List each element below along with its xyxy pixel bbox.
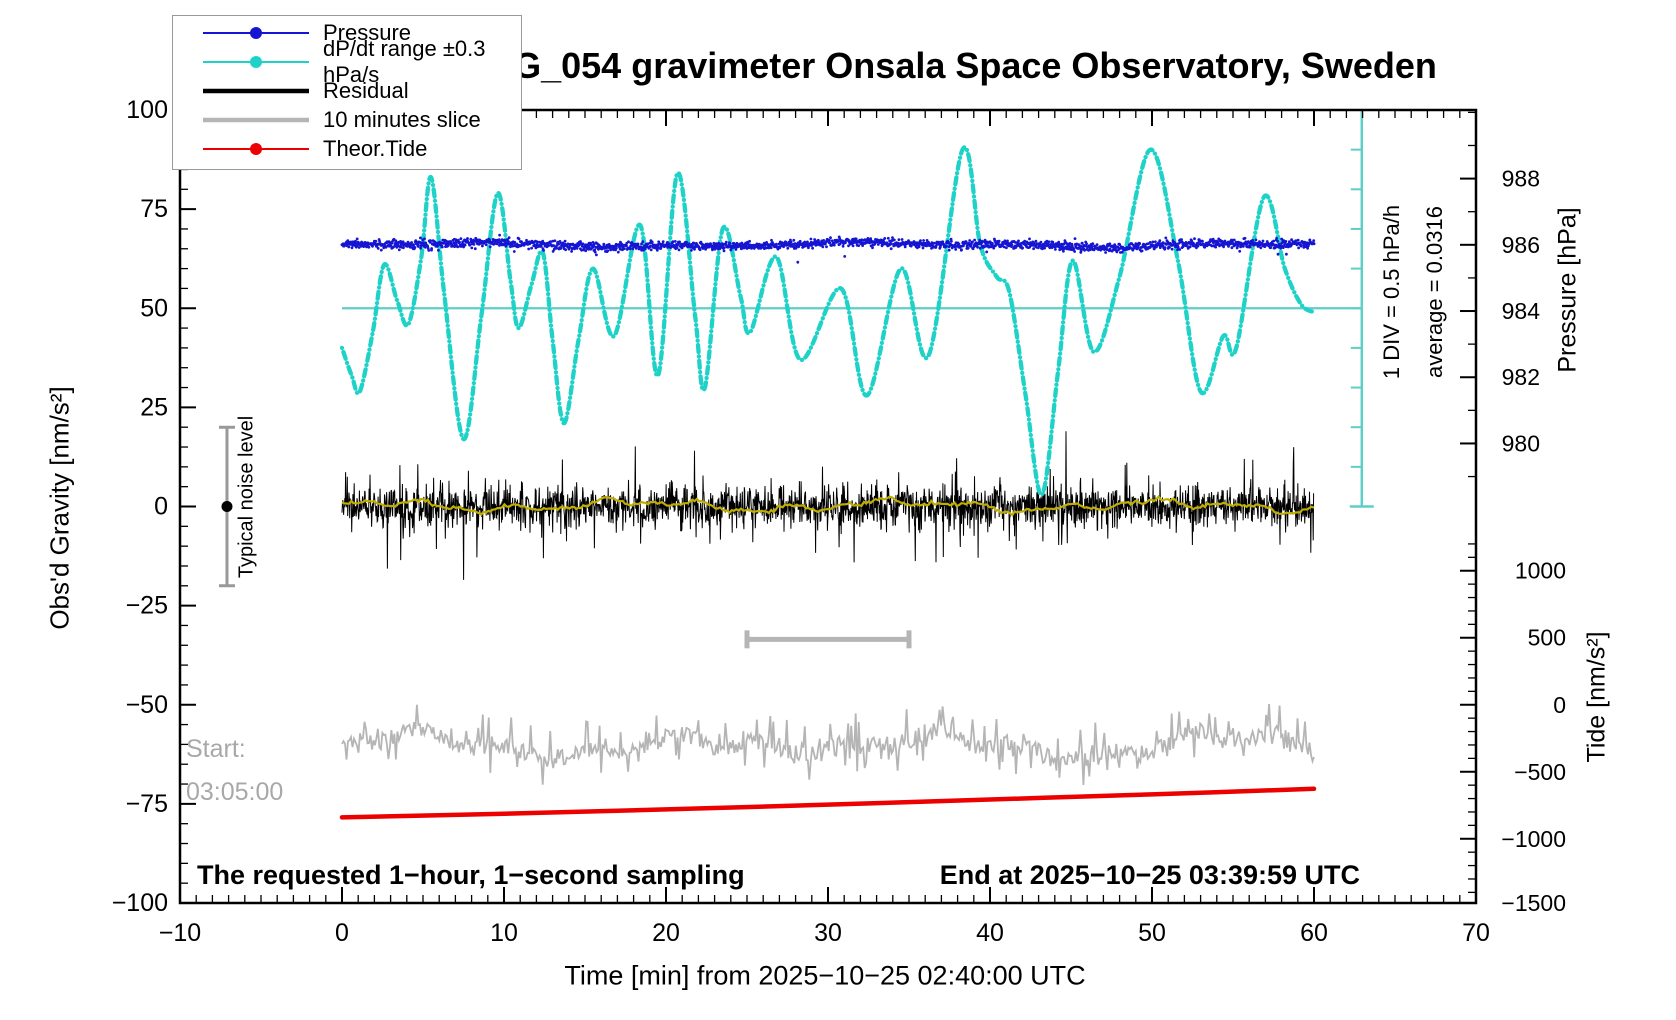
legend-item: Pressure [173,18,521,47]
left-axis-title: Obs'd Gravity [nm/s²] [44,386,75,630]
legend-item: Residual [173,76,521,105]
tick-label: −75 [126,790,168,818]
legend-item-label: 10 minutes slice [323,106,481,132]
tick-label: 982 [1502,364,1540,390]
slice-start-time: 03:05:00 [186,778,284,806]
x-tick-labels: −10 0 10 20 30 40 50 60 70 [159,919,1490,947]
tick-label: 100 [126,96,168,124]
tick-label: 25 [140,393,168,421]
legend-sample-line [203,26,309,39]
legend: Pressure dP/dt range ±0.3 hPa/s Residual 10… [172,15,522,170]
tide-axis-title: Tide [nm/s²] [1582,631,1611,763]
tick-label: 50 [1138,919,1166,947]
tick-label: 20 [652,919,680,947]
scale-note-div: 1 DIV = 0.5 hPa/h [1379,204,1404,380]
tide-tick-labels: 1000 500 0 −500 −1000 −1500 [1501,558,1566,916]
tick-label: −10 [159,919,201,947]
tick-label: −50 [126,691,168,719]
series-pressure [340,233,1316,264]
tick-label: 1000 [1515,558,1566,584]
tick-label: −100 [112,889,168,917]
tick-label: 988 [1502,166,1540,192]
tick-label: 60 [1300,919,1328,947]
tick-label: 40 [976,919,1004,947]
series-residual [341,431,1315,580]
left-tick-labels: −100 −75 −50 −25 0 25 50 75 100 [112,96,168,917]
chart-title: SCG_054 gravimeter Onsala Space Observat… [463,45,1437,86]
tick-label: 984 [1502,298,1541,324]
series-residual-smoothed [341,494,1315,517]
legend-item: 10 minutes slice [173,105,521,134]
pressure-tick-labels: 988 986 984 982 980 [1502,166,1541,457]
tick-label: −1500 [1501,890,1566,916]
tick-label: 75 [140,195,168,223]
legend-sample-line [203,142,309,155]
series-slice [341,703,1315,785]
tick-label: −25 [126,592,168,620]
tick-label: 30 [814,919,842,947]
legend-sample-line [203,88,309,93]
legend-item-label: dP/dt range ±0.3 hPa/s [323,35,486,87]
x-axis-title: Time [min] from 2025−10−25 02:40:00 UTC [564,960,1086,991]
tick-label: −1000 [1501,826,1566,852]
legend-sample-line [203,117,309,122]
slice-length-indicator [744,630,912,649]
tick-label: 0 [335,919,349,947]
legend-item-label: Residual [323,77,409,103]
tick-label: −500 [1514,759,1566,785]
series-theor-tide [339,786,1317,820]
typical-noise-marker [218,425,235,588]
tick-label: 980 [1502,430,1540,456]
tick-label: 70 [1462,919,1490,947]
tick-label: 986 [1502,232,1540,258]
tick-label: 0 [1553,692,1566,718]
series-dpdt [339,145,1317,497]
slice-start-label: Start: [186,735,246,763]
tick-label: 0 [154,493,168,521]
end-time-note: End at 2025−10−25 03:39:59 UTC [939,860,1360,890]
legend-item-label: Pressure [323,19,412,45]
tick-label: 10 [490,919,518,947]
tick-label: 50 [140,294,168,322]
tick-label: 500 [1528,625,1566,651]
legend-item-label: Theor.Tide [323,135,428,161]
legend-sample-line [203,55,309,68]
scale-note-average: average = 0.0316 [1422,206,1447,378]
sampling-note: The requested 1−hour, 1−second sampling [197,860,745,890]
legend-item: dP/dt range ±0.3 hPa/s [173,36,521,87]
legend-item: Theor.Tide [173,134,521,163]
noise-marker-label: Typical noise level [235,415,258,579]
pressure-axis-title: Pressure [hPa] [1553,207,1582,373]
